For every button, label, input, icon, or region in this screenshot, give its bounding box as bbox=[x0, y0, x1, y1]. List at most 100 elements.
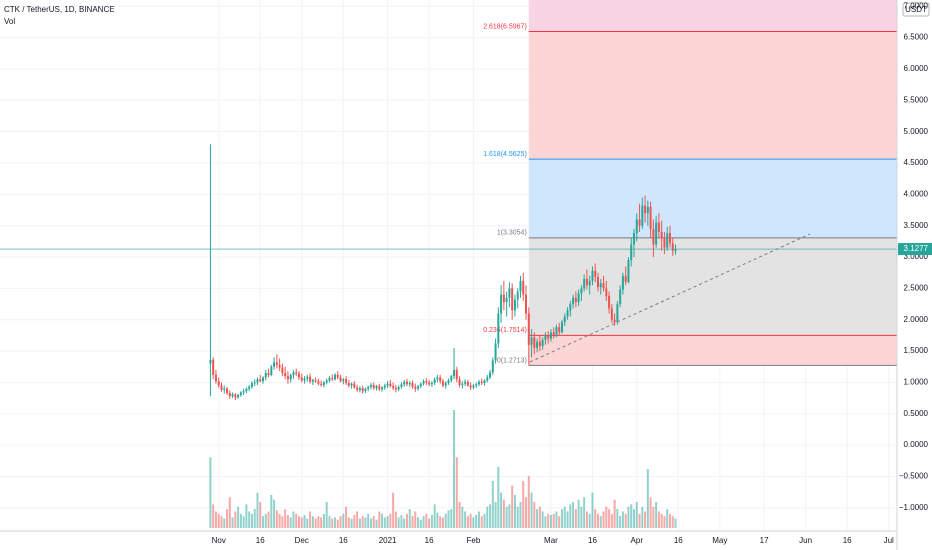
candle-body bbox=[494, 343, 497, 361]
candle-body bbox=[400, 384, 403, 387]
volume-bar bbox=[273, 499, 276, 528]
volume-layer bbox=[209, 410, 677, 528]
candle-body bbox=[619, 289, 622, 305]
candle-body bbox=[616, 304, 619, 323]
volume-bar bbox=[264, 513, 267, 528]
candle-body bbox=[262, 377, 265, 382]
volume-bar bbox=[547, 513, 550, 528]
candle-body bbox=[417, 386, 420, 389]
volume-bar bbox=[621, 511, 624, 528]
volume-bar bbox=[267, 511, 270, 528]
volume-bar bbox=[549, 515, 552, 528]
candle-body bbox=[405, 381, 408, 385]
volume-bar bbox=[486, 506, 489, 528]
volume-bar bbox=[411, 516, 414, 528]
volume-bar bbox=[345, 506, 348, 528]
candle-body bbox=[422, 381, 425, 384]
volume-bar bbox=[652, 506, 655, 528]
volume-bar bbox=[234, 511, 237, 528]
candle-body bbox=[464, 381, 467, 384]
fib-zone bbox=[528, 335, 897, 366]
y-tick-label: −0.5000 bbox=[899, 472, 929, 481]
currency[interactable]: USDT bbox=[905, 5, 927, 14]
candle-body bbox=[441, 381, 444, 386]
x-tick-label: May bbox=[712, 536, 727, 545]
candle-body bbox=[671, 243, 674, 251]
volume-bar bbox=[461, 506, 464, 528]
volume-bar bbox=[367, 513, 370, 528]
candle-body bbox=[223, 388, 226, 390]
candle-body bbox=[461, 383, 464, 385]
candle-body bbox=[630, 244, 633, 261]
volume-bar bbox=[671, 516, 674, 528]
candle-layer bbox=[0, 144, 897, 400]
y-tick-label: 0.5000 bbox=[904, 409, 929, 418]
volume-bar bbox=[289, 517, 292, 528]
candle-body bbox=[428, 382, 431, 385]
candle-body bbox=[228, 393, 231, 397]
volume-bar bbox=[228, 497, 231, 528]
volume-bar bbox=[303, 515, 306, 528]
volume-bar bbox=[591, 492, 594, 528]
candle-body bbox=[433, 379, 436, 384]
volume-bar bbox=[311, 516, 314, 528]
volume-bar bbox=[483, 513, 486, 528]
candle-body bbox=[574, 297, 577, 303]
volume-bar bbox=[491, 480, 494, 528]
candle-body bbox=[430, 383, 433, 385]
candle-body bbox=[436, 377, 439, 380]
volume-bar bbox=[320, 517, 323, 528]
candle-body bbox=[613, 319, 616, 323]
candle-body bbox=[561, 322, 564, 333]
volume-bar bbox=[369, 518, 372, 528]
volume-bar bbox=[558, 516, 561, 528]
volume-bar bbox=[394, 511, 397, 528]
candle-body bbox=[649, 206, 652, 229]
candle-body bbox=[480, 381, 483, 384]
volume-bar bbox=[439, 516, 442, 528]
volume-bar bbox=[635, 502, 638, 528]
volume-bar bbox=[389, 513, 392, 528]
volume-bar bbox=[489, 504, 492, 528]
candle-body bbox=[519, 280, 522, 292]
volume-bar bbox=[641, 506, 644, 528]
candle-body bbox=[394, 388, 397, 390]
volume-bar bbox=[455, 457, 458, 528]
volume-bar bbox=[480, 516, 483, 528]
volume-bar bbox=[577, 499, 580, 528]
volume-bar bbox=[516, 506, 519, 528]
candle-body bbox=[386, 383, 389, 386]
volume-bar bbox=[569, 504, 572, 528]
y-tick-label: 4.0000 bbox=[904, 189, 929, 198]
volume-bar bbox=[655, 502, 658, 528]
candle-body bbox=[552, 332, 555, 335]
volume-bar bbox=[458, 502, 461, 528]
candle-body bbox=[381, 387, 384, 390]
x-tick-label: Dec bbox=[295, 536, 309, 545]
candle-body bbox=[239, 392, 242, 395]
volume-bar bbox=[583, 497, 586, 528]
candle-body bbox=[660, 231, 663, 239]
candle-body bbox=[475, 384, 478, 386]
candle-body bbox=[378, 386, 381, 390]
volume-bar bbox=[262, 516, 265, 528]
volume-bar bbox=[405, 513, 408, 528]
volume-bar bbox=[281, 516, 284, 528]
volume-bar bbox=[447, 510, 450, 528]
candle-body bbox=[527, 313, 530, 345]
candle-body bbox=[392, 386, 395, 389]
currency-box[interactable] bbox=[902, 2, 930, 17]
candle-body bbox=[549, 332, 552, 339]
candle-body bbox=[458, 379, 461, 385]
y-tick-label: 3.5000 bbox=[904, 221, 929, 230]
volume-bar bbox=[397, 517, 400, 528]
candle-body bbox=[300, 377, 303, 381]
candle-body bbox=[544, 336, 547, 340]
volume-bar bbox=[519, 502, 522, 528]
y-tick-label: 1.0000 bbox=[904, 378, 929, 387]
candle-body bbox=[483, 380, 486, 384]
volume-bar bbox=[494, 502, 497, 528]
volume-bar bbox=[430, 515, 433, 528]
volume-bar bbox=[383, 517, 386, 528]
candle-body bbox=[599, 283, 602, 288]
